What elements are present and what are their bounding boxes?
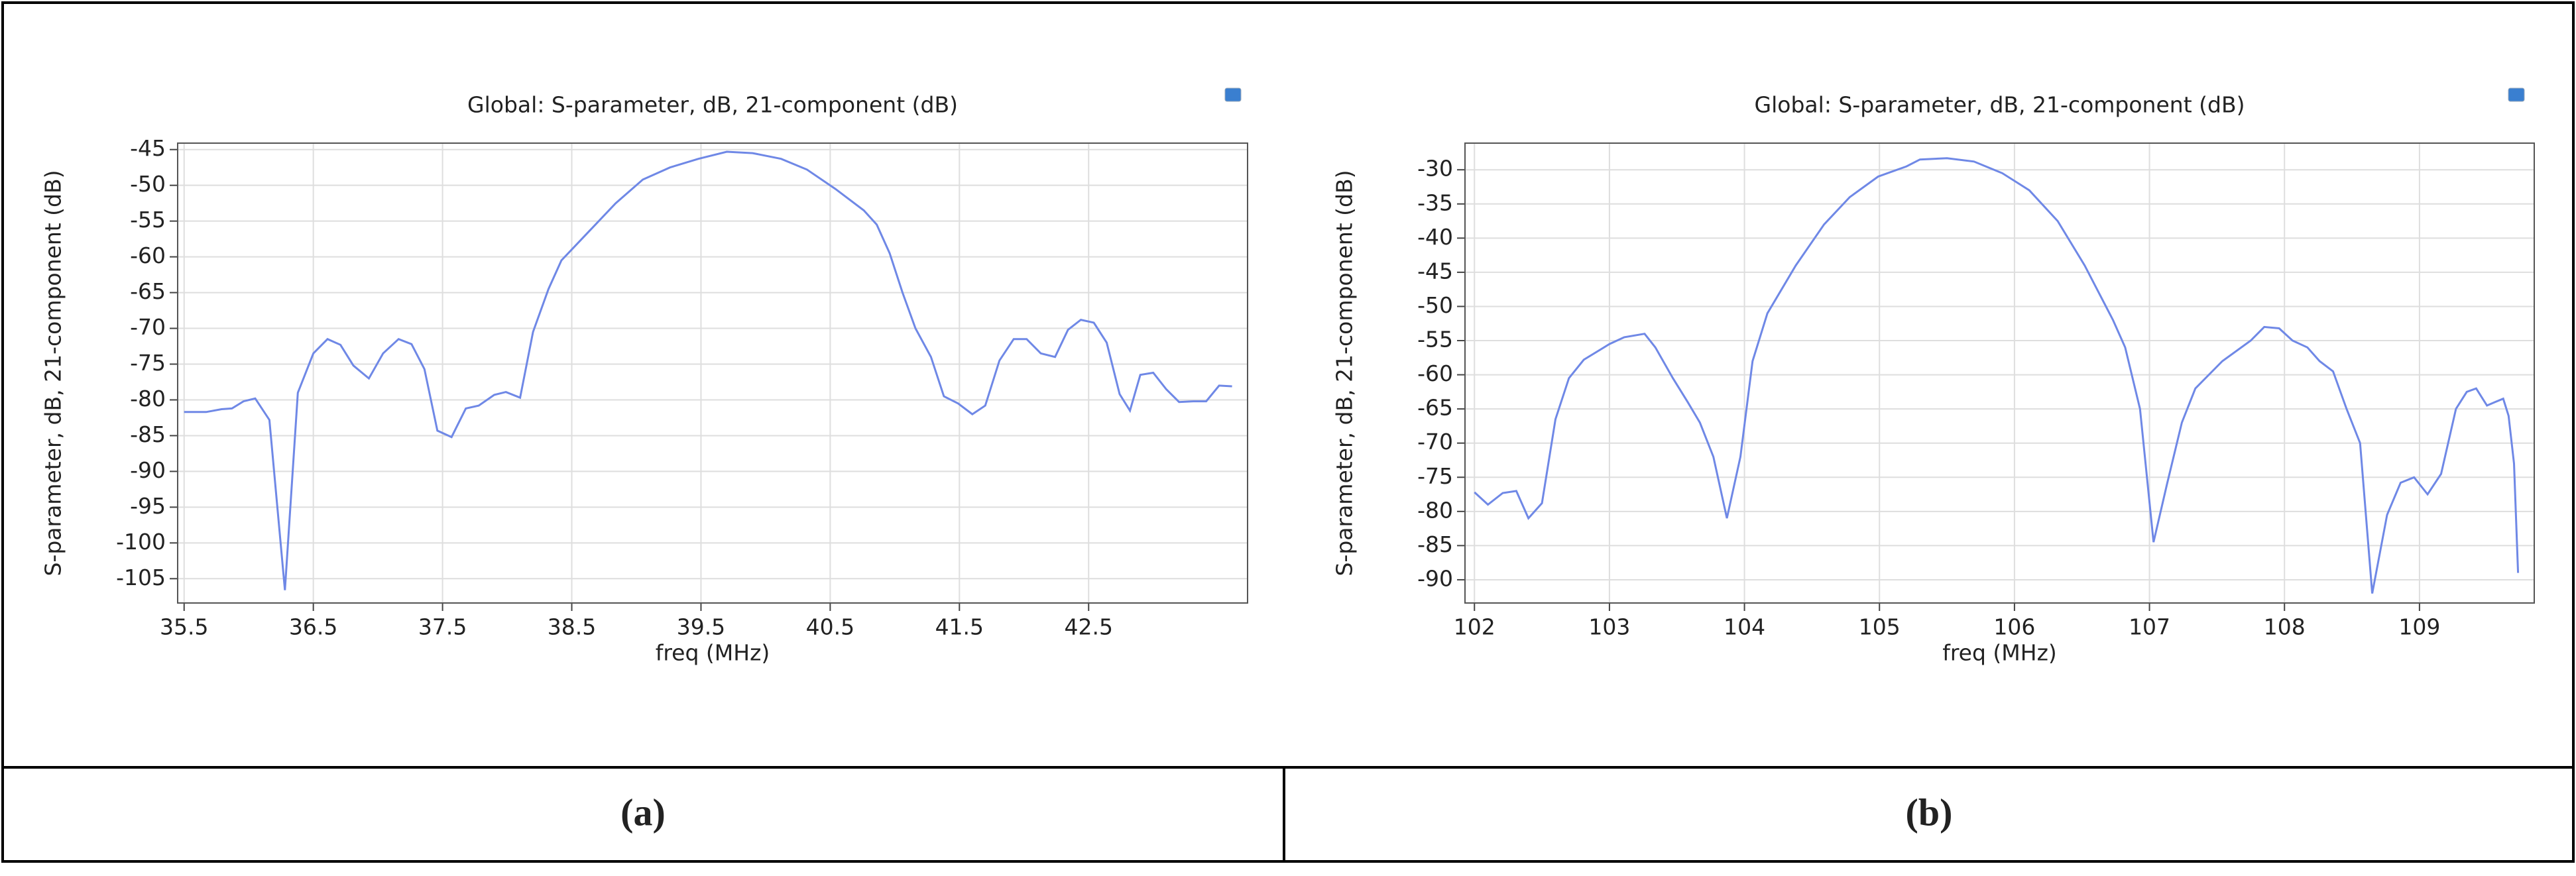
y-tick-label: -105 [116, 565, 166, 590]
y-tick-label: -70 [130, 314, 166, 340]
plot-frame [177, 142, 1248, 604]
chart-title: Global: S-parameter, dB, 21-component (d… [1755, 92, 2245, 118]
x-tick-label: 106 [1993, 614, 2035, 640]
y-tick-label: -80 [1417, 497, 1453, 523]
y-axis-label: S-parameter, dB, 21-component (dB) [1332, 170, 1358, 576]
x-tick-label: 35.5 [160, 614, 208, 640]
series-line [184, 150, 1232, 590]
caption: (b) [1906, 791, 1953, 834]
y-tick-label: -55 [130, 207, 166, 233]
y-tick-label: -85 [130, 421, 166, 447]
x-tick-label: 107 [2129, 614, 2170, 640]
y-tick-label: -75 [130, 350, 166, 376]
plot-icon [2508, 87, 2525, 102]
y-tick-label: -95 [130, 493, 166, 519]
plot-icon [1224, 87, 1242, 102]
x-tick-label: 108 [2264, 614, 2306, 640]
x-tick-label: 40.5 [806, 614, 854, 640]
x-tick-label: 38.5 [548, 614, 596, 640]
x-tick-label: 41.5 [935, 614, 984, 640]
y-tick-label: -60 [1417, 360, 1453, 386]
y-tick-label: -85 [1417, 531, 1453, 557]
caption: (a) [620, 791, 666, 834]
x-tick-label: 102 [1454, 614, 1495, 640]
x-tick-label: 104 [1724, 614, 1765, 640]
y-tick-label: -45 [130, 135, 166, 161]
x-axis-label: freq (MHz) [1942, 640, 2057, 666]
x-tick-label: 39.5 [677, 614, 725, 640]
x-tick-label: 36.5 [289, 614, 337, 640]
y-tick-label: -35 [1417, 190, 1453, 215]
series-line [1474, 157, 2520, 594]
x-tick-label: 103 [1588, 614, 1630, 640]
y-tick-label: -45 [1417, 258, 1453, 284]
y-tick-label: -65 [1417, 395, 1453, 421]
y-tick-label: -40 [1417, 224, 1453, 250]
y-tick-label: -65 [130, 278, 166, 304]
y-tick-label: -100 [116, 529, 166, 555]
y-tick-label: -55 [1417, 327, 1453, 353]
y-axis-label: S-parameter, dB, 21-component (dB) [40, 170, 66, 576]
x-axis-label: freq (MHz) [656, 640, 770, 666]
y-tick-label: -60 [130, 243, 166, 268]
x-tick-label: 105 [1859, 614, 1901, 640]
y-tick-label: -30 [1417, 156, 1453, 182]
y-tick-label: -90 [130, 457, 166, 483]
y-tick-label: -50 [1417, 292, 1453, 318]
x-tick-label: 42.5 [1064, 614, 1112, 640]
x-tick-label: 37.5 [418, 614, 467, 640]
y-tick-label: -50 [130, 171, 166, 197]
y-tick-label: -90 [1417, 565, 1453, 591]
plot-frame [1464, 142, 2535, 604]
plot-area [178, 143, 1248, 603]
plot-area [1465, 143, 2534, 603]
y-tick-label: -70 [1417, 429, 1453, 455]
x-tick-label: 109 [2398, 614, 2440, 640]
y-tick-label: -75 [1417, 463, 1453, 489]
chart-title: Global: S-parameter, dB, 21-component (d… [467, 92, 958, 118]
y-tick-label: -80 [130, 386, 166, 411]
